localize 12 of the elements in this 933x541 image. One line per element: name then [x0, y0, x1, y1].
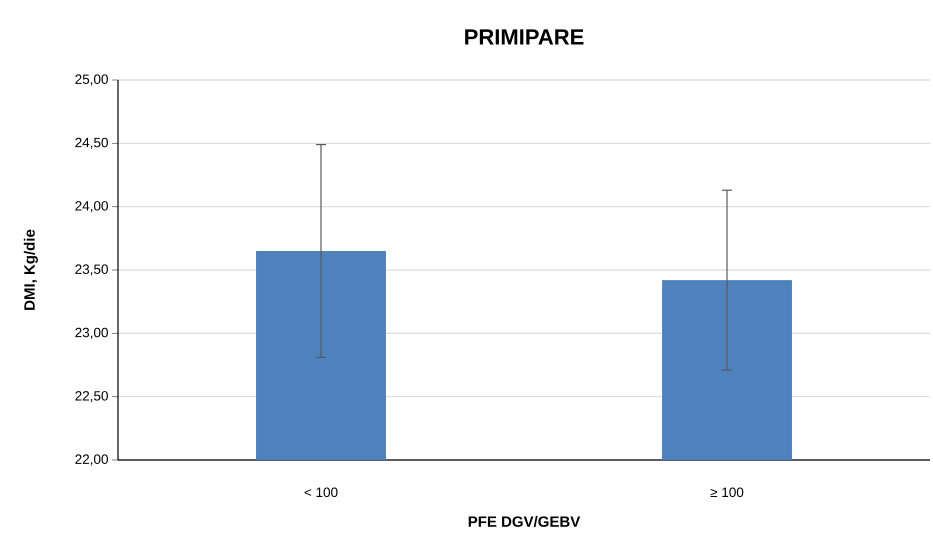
x-axis-title: PFE DGV/GEBV — [468, 516, 580, 528]
y-tick-label: 24,50 — [75, 138, 108, 149]
y-tick-label: 23,50 — [75, 264, 108, 276]
y-axis-title: DMI, Kg/die — [24, 230, 38, 310]
chart-title: PRIMIPARE — [465, 29, 584, 44]
x-tick-label: ≥ 100 — [710, 488, 744, 498]
y-tick-label: 23,00 — [75, 328, 108, 339]
y-tick-label: 22,00 — [75, 454, 108, 466]
x-tick-label: < 100 — [304, 488, 338, 498]
y-tick-label: 25,00 — [75, 74, 108, 86]
y-tick-label: 24,00 — [75, 201, 108, 212]
y-tick-label: 22,50 — [75, 391, 108, 402]
